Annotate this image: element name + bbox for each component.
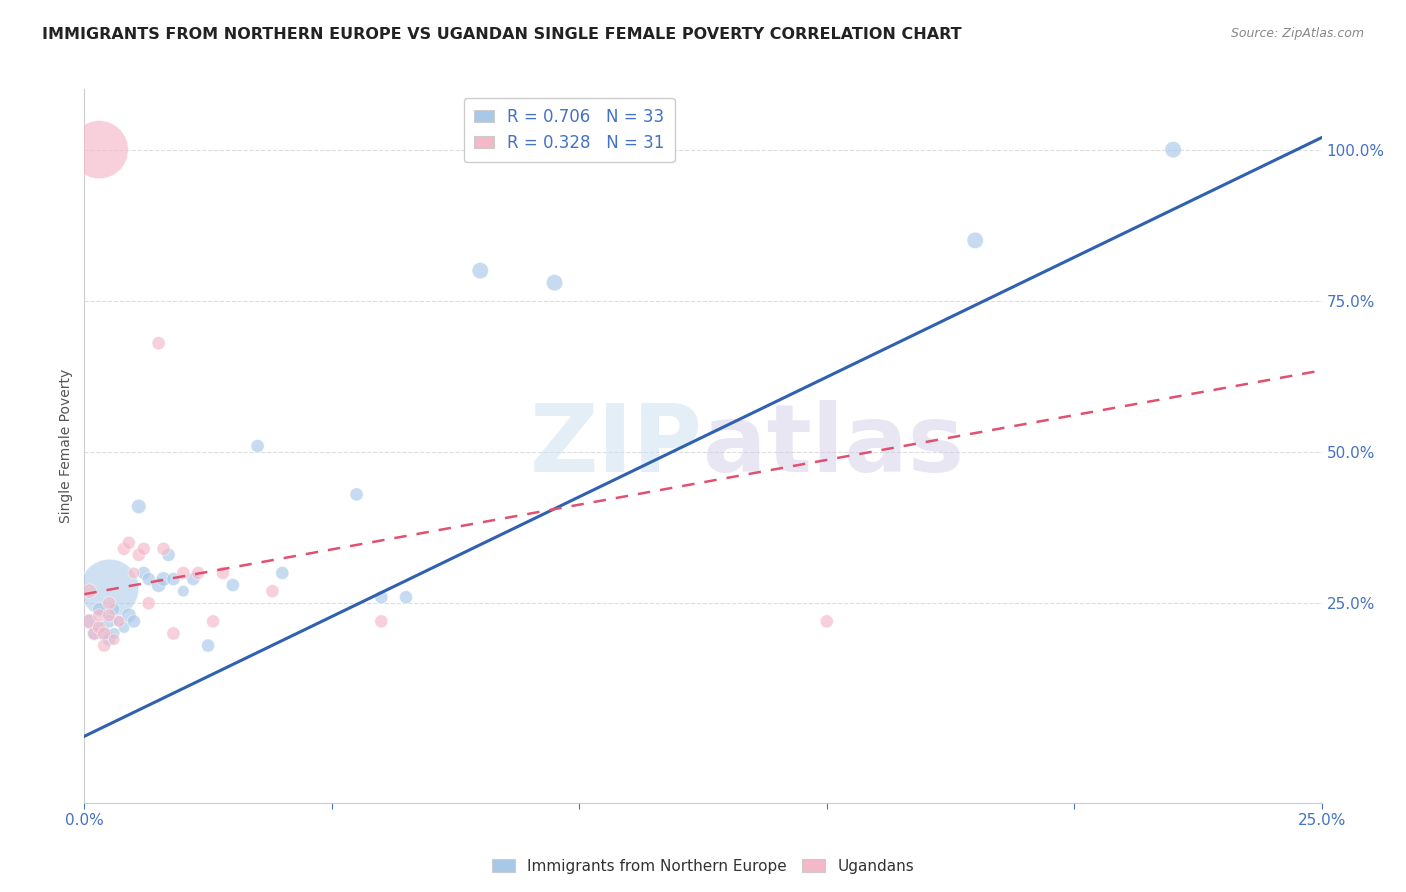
Point bbox=[187, 566, 209, 580]
Point bbox=[112, 620, 135, 634]
Point bbox=[89, 608, 111, 623]
Point bbox=[157, 548, 180, 562]
Point bbox=[470, 263, 492, 277]
Point bbox=[370, 615, 392, 629]
Point bbox=[262, 584, 284, 599]
Point bbox=[222, 578, 245, 592]
Point bbox=[138, 572, 160, 586]
Point bbox=[118, 535, 141, 549]
Point bbox=[103, 602, 125, 616]
Point bbox=[83, 626, 105, 640]
Point bbox=[89, 602, 111, 616]
Point bbox=[152, 572, 174, 586]
Point bbox=[79, 615, 101, 629]
Point bbox=[98, 608, 121, 623]
Point bbox=[118, 608, 141, 623]
Point bbox=[89, 143, 111, 157]
Point bbox=[103, 626, 125, 640]
Point bbox=[98, 615, 121, 629]
Point bbox=[138, 596, 160, 610]
Point bbox=[128, 500, 150, 514]
Text: IMMIGRANTS FROM NORTHERN EUROPE VS UGANDAN SINGLE FEMALE POVERTY CORRELATION CHA: IMMIGRANTS FROM NORTHERN EUROPE VS UGAND… bbox=[42, 27, 962, 42]
Point bbox=[346, 487, 368, 501]
Point bbox=[79, 615, 101, 629]
Point bbox=[108, 615, 131, 629]
Point bbox=[98, 632, 121, 647]
Point bbox=[98, 581, 121, 595]
Point bbox=[172, 584, 194, 599]
Point bbox=[93, 639, 115, 653]
Point bbox=[132, 541, 155, 556]
Text: ZIP: ZIP bbox=[530, 400, 703, 492]
Point bbox=[815, 615, 838, 629]
Point bbox=[395, 590, 418, 604]
Point bbox=[162, 572, 184, 586]
Legend: Immigrants from Northern Europe, Ugandans: Immigrants from Northern Europe, Ugandan… bbox=[486, 853, 920, 880]
Point bbox=[148, 336, 170, 351]
Point bbox=[1161, 143, 1184, 157]
Text: Source: ZipAtlas.com: Source: ZipAtlas.com bbox=[1230, 27, 1364, 40]
Point bbox=[89, 620, 111, 634]
Point bbox=[172, 566, 194, 580]
Point bbox=[212, 566, 235, 580]
Point bbox=[112, 541, 135, 556]
Y-axis label: Single Female Poverty: Single Female Poverty bbox=[59, 369, 73, 523]
Point bbox=[148, 578, 170, 592]
Legend: R = 0.706   N = 33, R = 0.328   N = 31: R = 0.706 N = 33, R = 0.328 N = 31 bbox=[464, 97, 675, 161]
Point bbox=[965, 233, 987, 247]
Point bbox=[152, 541, 174, 556]
Point bbox=[202, 615, 225, 629]
Point bbox=[98, 596, 121, 610]
Point bbox=[271, 566, 294, 580]
Point bbox=[132, 566, 155, 580]
Point bbox=[89, 620, 111, 634]
Point bbox=[370, 590, 392, 604]
Point bbox=[122, 615, 145, 629]
Point bbox=[543, 276, 565, 290]
Point bbox=[93, 626, 115, 640]
Point bbox=[197, 639, 219, 653]
Point bbox=[79, 584, 101, 599]
Point bbox=[162, 626, 184, 640]
Point bbox=[93, 626, 115, 640]
Text: atlas: atlas bbox=[703, 400, 965, 492]
Point bbox=[83, 626, 105, 640]
Point bbox=[128, 548, 150, 562]
Point bbox=[181, 572, 204, 586]
Point bbox=[108, 615, 131, 629]
Point bbox=[246, 439, 269, 453]
Point bbox=[122, 566, 145, 580]
Point bbox=[103, 632, 125, 647]
